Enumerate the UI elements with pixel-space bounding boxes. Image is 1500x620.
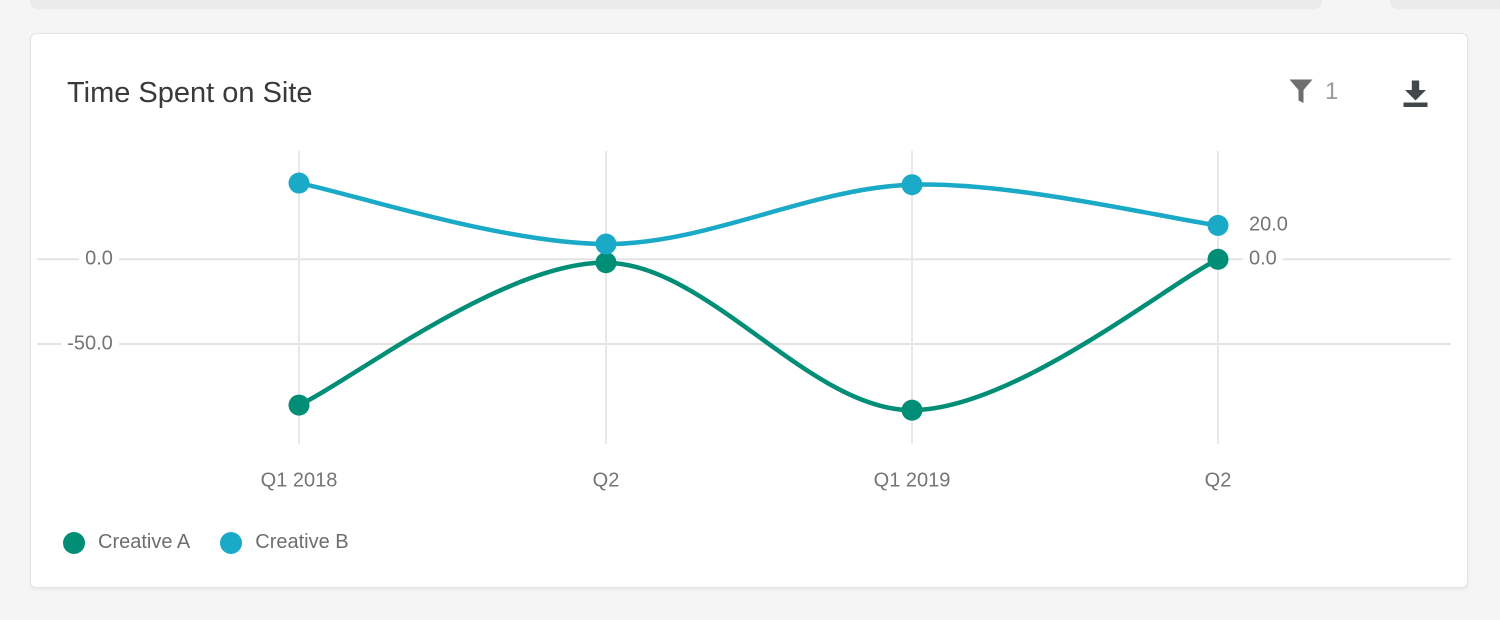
legend-label-creative-a: Creative A	[98, 531, 191, 553]
data-point-creative-b-2[interactable]	[901, 174, 923, 196]
data-point-creative-b-3[interactable]	[1207, 214, 1229, 236]
chart-legend: Creative A Creative B	[63, 531, 349, 554]
legend-item-creative-a[interactable]: Creative A	[63, 531, 190, 554]
download-icon	[1403, 80, 1428, 107]
chart-card: Time Spent on Site 1 0.0 -50.0 20.0 0.0 …	[30, 33, 1468, 588]
x-axis-tick-q2-2018: Q2	[592, 469, 620, 492]
filter-button[interactable]: 1	[1289, 78, 1338, 106]
y-axis-tick-0: 0.0	[79, 247, 119, 271]
filter-count-badge: 1	[1325, 78, 1339, 105]
legend-item-creative-b[interactable]: Creative B	[220, 531, 349, 554]
data-point-creative-a-2[interactable]	[901, 399, 923, 421]
legend-label-creative-b: Creative B	[255, 531, 349, 553]
download-button[interactable]	[1403, 80, 1428, 113]
chart-plot-area	[37, 151, 1451, 444]
data-point-creative-b-0[interactable]	[288, 172, 310, 194]
series-line-creative-b	[296, 180, 1221, 247]
x-axis-tick-q2-2019: Q2	[1204, 469, 1232, 492]
data-point-creative-a-3[interactable]	[1207, 248, 1229, 270]
adjacent-card-bottom-edge	[30, 0, 1322, 9]
legend-dot-creative-b	[220, 531, 243, 554]
series-end-value-creative-b: 20.0	[1243, 213, 1294, 237]
legend-dot-creative-a	[63, 531, 85, 554]
data-point-creative-a-1[interactable]	[595, 252, 617, 274]
x-axis-tick-q1-2019: Q1 2019	[873, 469, 951, 492]
series-end-value-creative-a: 0.0	[1243, 247, 1283, 271]
card-title: Time Spent on Site	[67, 77, 313, 109]
y-axis-tick--50: -50.0	[61, 332, 119, 356]
funnel-icon	[1289, 79, 1313, 103]
data-point-creative-b-1[interactable]	[595, 233, 617, 255]
data-point-creative-a-0[interactable]	[288, 394, 310, 416]
adjacent-card-bottom-edge	[1390, 0, 1500, 9]
x-axis-tick-q1-2018: Q1 2018	[260, 469, 338, 492]
series-line-creative-a	[296, 257, 1221, 413]
